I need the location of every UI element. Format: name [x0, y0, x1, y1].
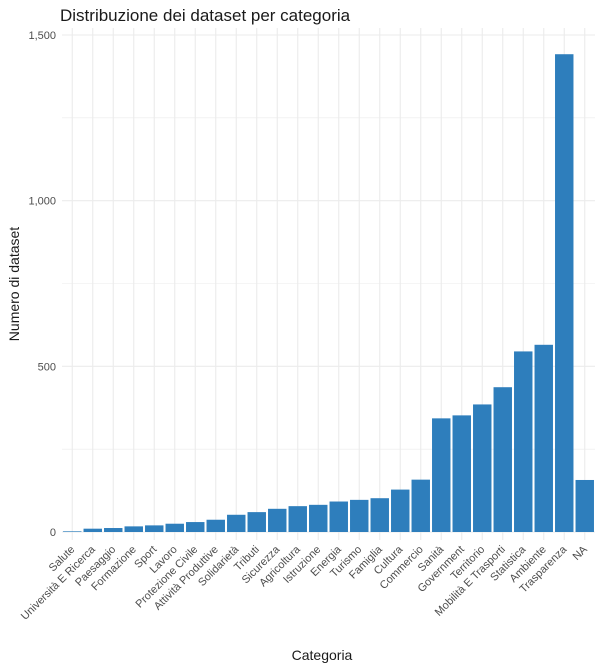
bar — [473, 404, 492, 532]
y-tick-labels: 0 500 1,000 1,500 — [28, 30, 56, 539]
bar — [186, 522, 205, 532]
bar — [575, 479, 594, 532]
bar — [452, 415, 471, 532]
bar — [391, 489, 410, 532]
bar — [145, 525, 164, 532]
bar — [555, 54, 574, 532]
y-tick-label: 0 — [50, 527, 56, 539]
bar — [227, 514, 246, 532]
bar — [350, 499, 369, 532]
bar — [104, 528, 123, 532]
y-tick-label: 500 — [38, 361, 56, 373]
bar — [534, 344, 553, 532]
bar — [247, 512, 266, 532]
y-axis-title: Numero di dataset — [6, 227, 22, 342]
bar — [411, 479, 430, 532]
bar — [288, 506, 307, 532]
bar — [83, 528, 102, 532]
chart-title: Distribuzione dei dataset per categoria — [60, 6, 351, 25]
x-axis-title: Categoria — [292, 647, 353, 663]
bar — [329, 501, 348, 532]
bar — [268, 508, 287, 532]
y-tick-label: 1,500 — [28, 30, 56, 42]
bar — [124, 526, 143, 532]
bar — [165, 523, 184, 532]
bar — [63, 531, 82, 532]
x-tick-label: NA — [571, 543, 591, 563]
bar — [370, 498, 389, 532]
bar — [206, 519, 225, 532]
bar — [432, 418, 451, 532]
bar — [309, 504, 328, 532]
bar — [514, 351, 533, 532]
bar — [493, 387, 512, 532]
bars — [63, 54, 594, 532]
y-tick-label: 1,000 — [28, 196, 56, 208]
